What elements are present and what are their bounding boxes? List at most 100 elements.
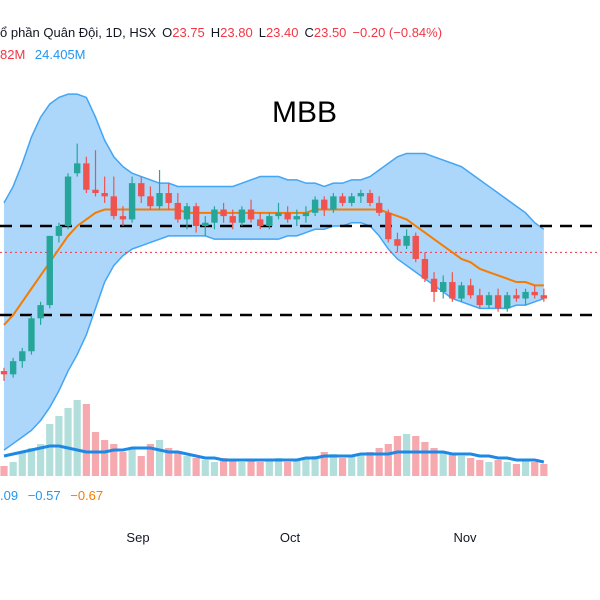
candle-body xyxy=(174,202,182,220)
candle xyxy=(83,156,90,194)
volume-bar xyxy=(183,456,191,476)
candle-body xyxy=(275,212,282,217)
candles xyxy=(0,143,548,381)
candle xyxy=(348,193,355,207)
candle-body xyxy=(467,285,474,296)
candle-body xyxy=(311,199,319,213)
candle-body xyxy=(83,163,90,190)
symbol-name: ổ phần Quân Đội, 1D, HSX xyxy=(0,25,157,40)
volume-bar xyxy=(128,448,136,476)
volume-bar xyxy=(9,462,17,476)
volume-bar xyxy=(27,448,36,476)
volume-bar xyxy=(311,456,319,476)
candle xyxy=(0,367,8,381)
volume-bar xyxy=(101,440,109,476)
candle xyxy=(366,189,374,207)
volume-bar xyxy=(430,448,438,476)
candle-body xyxy=(504,295,511,309)
high-value: 23.80 xyxy=(220,25,253,40)
candle xyxy=(238,206,246,226)
volume-bar xyxy=(421,442,429,476)
candle-body xyxy=(284,212,291,220)
open-value: 23.75 xyxy=(172,25,205,40)
candle-body xyxy=(494,295,502,309)
volume-bar xyxy=(503,462,511,476)
candle xyxy=(174,193,182,223)
volume-bar xyxy=(165,448,173,476)
open-label: O xyxy=(162,25,173,40)
candle-body xyxy=(412,235,419,259)
candle-body xyxy=(421,258,429,279)
volume-bar xyxy=(540,464,548,476)
candle-body xyxy=(147,196,154,207)
candle-body xyxy=(293,216,300,220)
legend-ohlc: ổ phần Quân Đội, 1D, HSX O23.75 H23.80 L23.… xyxy=(0,25,448,40)
bollinger-band xyxy=(3,93,545,451)
candle xyxy=(494,288,502,312)
candle xyxy=(513,288,520,302)
volume-bar xyxy=(37,444,45,476)
volume-bar xyxy=(338,458,347,476)
chart-title: MBB xyxy=(272,96,338,129)
volume-bar xyxy=(320,452,328,476)
close-label: C xyxy=(304,25,314,40)
volume-bar xyxy=(512,464,520,476)
candle xyxy=(430,272,438,302)
volume-bar xyxy=(412,436,420,476)
candle-body xyxy=(476,295,483,306)
candle-body xyxy=(458,285,465,299)
candle xyxy=(266,212,273,230)
candle xyxy=(128,176,136,223)
candle xyxy=(339,193,346,207)
candle-body xyxy=(92,189,99,194)
volume-bar xyxy=(110,444,118,476)
volume-value: 82M xyxy=(0,47,26,62)
candle xyxy=(467,278,474,299)
candle xyxy=(92,150,99,197)
moving-average-line xyxy=(3,208,544,326)
candle-body xyxy=(19,351,26,362)
candle-body xyxy=(165,193,172,203)
indicator-value-2: −0.57 xyxy=(27,488,61,503)
volume-bar xyxy=(302,458,310,476)
volume-bar xyxy=(329,454,337,476)
candle xyxy=(531,285,538,299)
candle-body xyxy=(192,206,200,226)
volume-bar xyxy=(485,462,493,476)
volume-bar xyxy=(393,436,402,476)
volume-bar xyxy=(0,466,8,476)
candle-body xyxy=(119,216,127,220)
volume-bar xyxy=(284,462,292,476)
volume-bar xyxy=(201,460,209,476)
bollinger-upper-line xyxy=(3,93,545,230)
candle xyxy=(302,206,310,223)
candle xyxy=(330,193,337,213)
candle xyxy=(37,301,44,325)
volume-bar xyxy=(531,462,539,476)
volume-bar xyxy=(293,460,301,476)
candle xyxy=(247,199,255,223)
volume-bar xyxy=(220,458,228,476)
candle xyxy=(192,202,200,233)
candle-body xyxy=(522,291,529,299)
candle xyxy=(476,288,483,309)
bollinger-lower-line xyxy=(3,221,545,451)
candle-body xyxy=(128,183,136,220)
candle xyxy=(375,196,383,217)
candle-body xyxy=(330,196,337,210)
candle-body xyxy=(247,209,255,220)
candle-body xyxy=(74,163,81,174)
candle-body xyxy=(0,371,8,375)
low-label: L xyxy=(258,25,266,40)
volume-bar xyxy=(91,432,100,476)
candle xyxy=(522,288,529,306)
candle-body xyxy=(339,196,346,203)
volume-bar xyxy=(439,452,447,476)
volume-bar xyxy=(229,460,237,476)
candle xyxy=(55,222,63,243)
candle xyxy=(421,252,429,283)
x-tick-label: Oct xyxy=(280,530,301,545)
volume-bar xyxy=(192,458,200,476)
candle xyxy=(357,189,365,203)
